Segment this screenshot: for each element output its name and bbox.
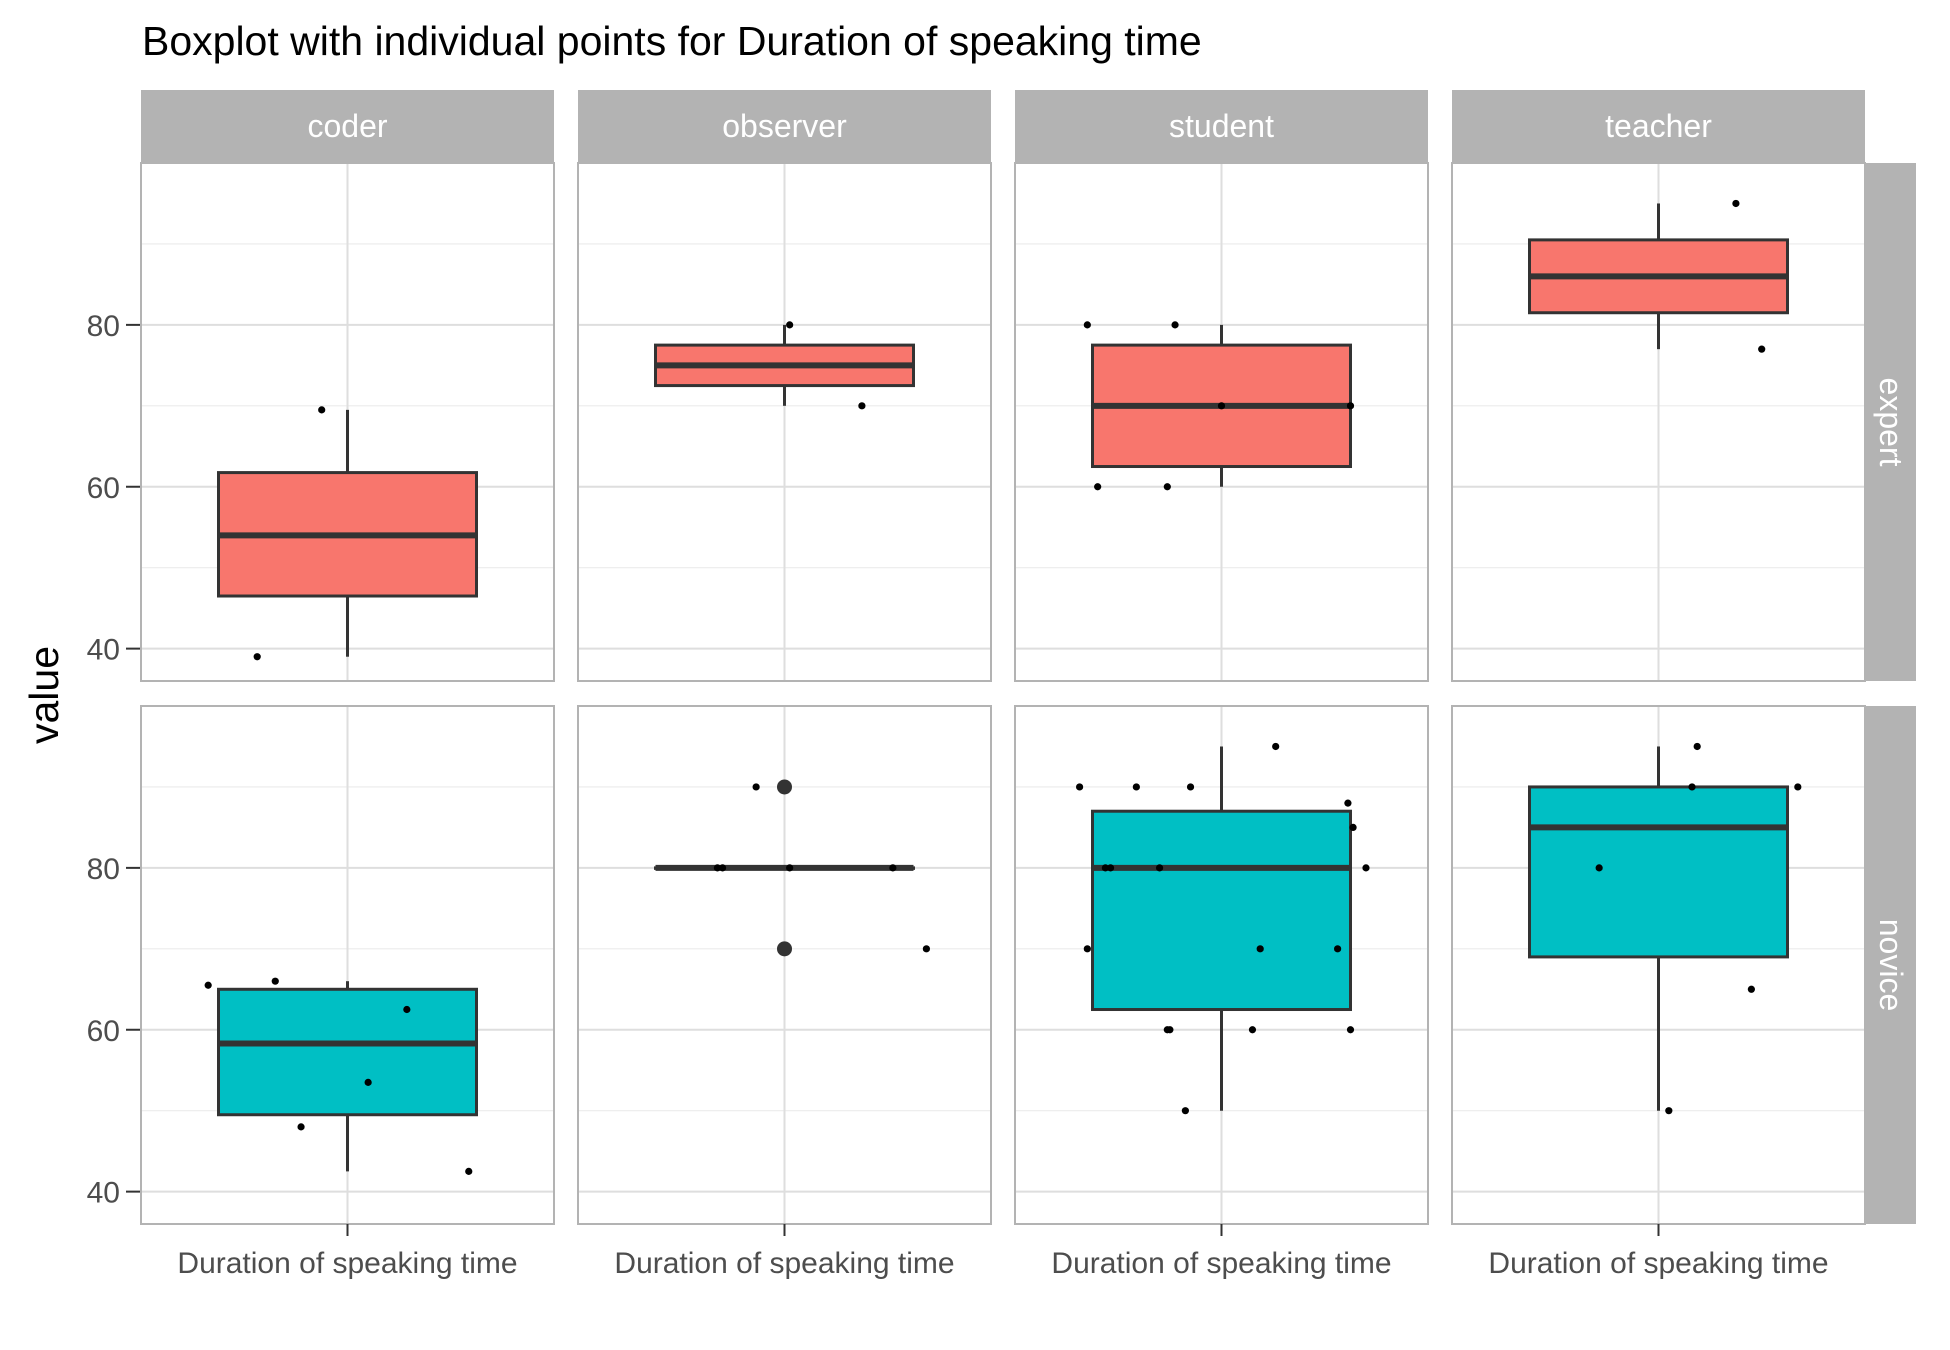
y-tick-label: 40 [87, 1177, 120, 1210]
outlier-point [777, 779, 792, 795]
data-point [1344, 799, 1352, 807]
data-point [204, 981, 212, 989]
data-point [1349, 823, 1357, 832]
panel-border [1451, 162, 1866, 682]
data-point [403, 1005, 411, 1014]
panel-teacher-novice [1451, 705, 1866, 1236]
data-point [1186, 783, 1195, 791]
strip-student [1015, 90, 1428, 162]
panel-border [577, 162, 992, 682]
panel-border [1014, 162, 1429, 682]
data-point [297, 1123, 305, 1131]
x-tick-label: Duration of speaking time [614, 1247, 954, 1280]
data-point [1248, 1026, 1257, 1034]
data-point [1665, 1107, 1673, 1115]
strip-label-student: student [1169, 108, 1274, 144]
strip-coder [141, 90, 554, 162]
data-point [1083, 321, 1091, 329]
panel-observer-novice [577, 705, 992, 1236]
data-point [1106, 864, 1115, 872]
x-tick-label: Duration of speaking time [177, 1247, 517, 1280]
data-point [786, 864, 794, 872]
x-tick-label: Duration of speaking time [1051, 1247, 1391, 1280]
strip-label-teacher: teacher [1605, 108, 1712, 144]
data-point [253, 653, 261, 661]
panel-border [140, 162, 555, 682]
data-point [752, 783, 760, 791]
data-point [922, 945, 931, 953]
data-point [1272, 742, 1280, 751]
x-tick-label: Duration of speaking time [1488, 1247, 1828, 1280]
strip-teacher [1452, 90, 1865, 162]
strip-label-coder: coder [307, 108, 387, 144]
data-point [271, 977, 279, 985]
panel-observer-expert [577, 162, 992, 682]
y-tick-label: 80 [87, 853, 120, 886]
data-point [1256, 945, 1264, 953]
data-point [1346, 1026, 1355, 1034]
data-point [1688, 783, 1696, 791]
data-point [318, 406, 326, 414]
data-point [1181, 1107, 1189, 1115]
strip-label-novice: novice [1873, 919, 1909, 1012]
panel-coder-novice [140, 705, 555, 1236]
data-point [858, 402, 866, 410]
data-point [1076, 783, 1084, 791]
data-point [713, 864, 722, 872]
box [217, 987, 478, 1117]
data-point [1362, 864, 1370, 872]
strip-novice [1866, 706, 1916, 1224]
data-point [1747, 985, 1755, 993]
facet-panels: coder Duration of speaking time observer Du… [87, 90, 1916, 1280]
strip-label-expert: expert [1873, 378, 1909, 467]
panel-student-expert [1014, 162, 1429, 682]
y-axis-label: value [21, 646, 67, 744]
y-tick-label: 40 [87, 634, 120, 667]
data-point [465, 1167, 473, 1175]
outlier-point [777, 941, 792, 957]
data-point [1346, 402, 1355, 410]
data-point [1101, 864, 1109, 872]
data-point [889, 864, 897, 872]
data-point [786, 321, 794, 329]
data-point [1693, 742, 1701, 751]
data-point [1094, 483, 1102, 491]
data-point [1794, 783, 1802, 791]
data-point [364, 1078, 372, 1086]
box [1528, 785, 1789, 959]
data-point [1334, 945, 1342, 953]
data-point [1163, 483, 1171, 491]
strip-label-observer: observer [722, 108, 847, 144]
strip-expert [1866, 163, 1916, 681]
y-tick-label: 80 [87, 310, 120, 343]
data-point [1083, 945, 1091, 953]
panel-student-novice [1014, 705, 1429, 1236]
data-point [718, 864, 727, 872]
data-point [1163, 1026, 1171, 1034]
data-point [1155, 864, 1164, 872]
chart-title: Boxplot with individual points for Durat… [142, 18, 1202, 64]
data-point [1758, 345, 1766, 353]
strip-observer [578, 90, 991, 162]
panel-teacher-expert [1451, 162, 1866, 682]
data-point [1217, 402, 1226, 410]
data-point [1132, 783, 1140, 791]
y-tick-label: 60 [87, 1015, 120, 1048]
data-point [1171, 321, 1179, 329]
y-tick-label: 60 [87, 472, 120, 505]
panel-coder-expert [140, 162, 555, 682]
data-point [1732, 199, 1740, 208]
data-point [1595, 864, 1603, 872]
box [1091, 809, 1352, 1012]
